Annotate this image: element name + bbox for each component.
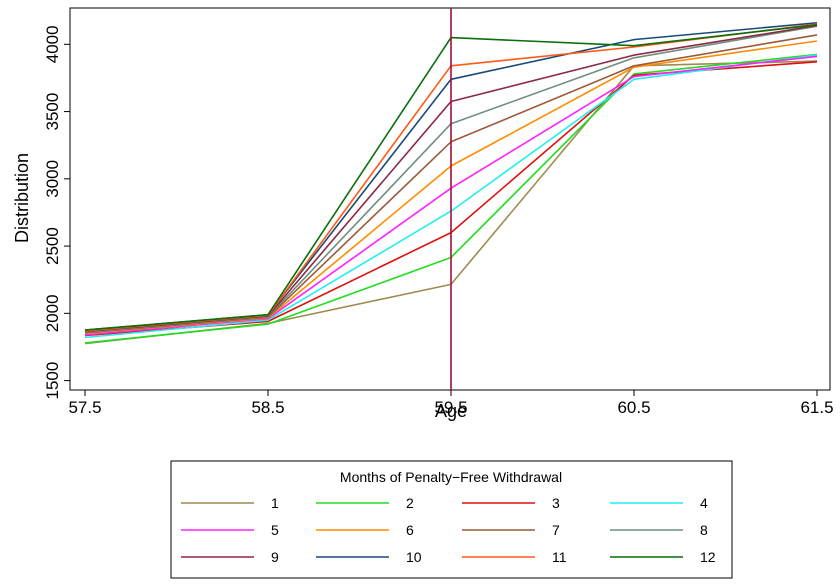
x-axis-title: Age (435, 401, 467, 421)
legend-label-10: 10 (406, 549, 422, 565)
x-tick-label: 59.5 (434, 398, 467, 417)
x-tick-label: 61.5 (800, 398, 833, 417)
x-tick-label: 58.5 (251, 398, 284, 417)
legend-label-5: 5 (271, 522, 279, 538)
x-tick-label: 60.5 (617, 398, 650, 417)
legend-title: Months of Penalty−Free Withdrawal (340, 469, 562, 485)
legend-label-7: 7 (552, 522, 560, 538)
plot-area-border (69, 7, 831, 391)
y-axis-title: Distribution (12, 153, 32, 243)
legend-label-2: 2 (406, 495, 414, 511)
legend-label-11: 11 (552, 549, 567, 565)
y-tick-label: 2500 (43, 227, 62, 265)
legend-items: 1 2 3 45 6 7 89 10 11 12 (181, 495, 716, 565)
y-tick-label: 4000 (43, 25, 62, 63)
legend-box (170, 460, 733, 579)
x-tick-label: 57.5 (68, 398, 101, 417)
plot-frame (69, 7, 831, 391)
legend-label-9: 9 (271, 549, 279, 565)
legend-label-12: 12 (700, 549, 716, 565)
legend-label-4: 4 (700, 495, 708, 511)
legend-label-6: 6 (406, 522, 414, 538)
y-tick-label: 3500 (43, 93, 62, 131)
y-tick-label: 2000 (43, 294, 62, 332)
legend-label-8: 8 (700, 522, 708, 538)
legend-label-1: 1 (271, 495, 279, 511)
legend-label-3: 3 (552, 495, 560, 511)
y-tick-label: 3000 (43, 160, 62, 198)
y-axis: 1500 2000 2500 3000 3500 4000 (43, 25, 70, 399)
x-axis: 57.5 58.5 59.5 60.5 61.5 (68, 390, 834, 417)
legend: Months of Penalty−Free Withdrawal 1 2 3 45 6… (170, 460, 733, 579)
y-tick-label: 1500 (43, 362, 62, 400)
